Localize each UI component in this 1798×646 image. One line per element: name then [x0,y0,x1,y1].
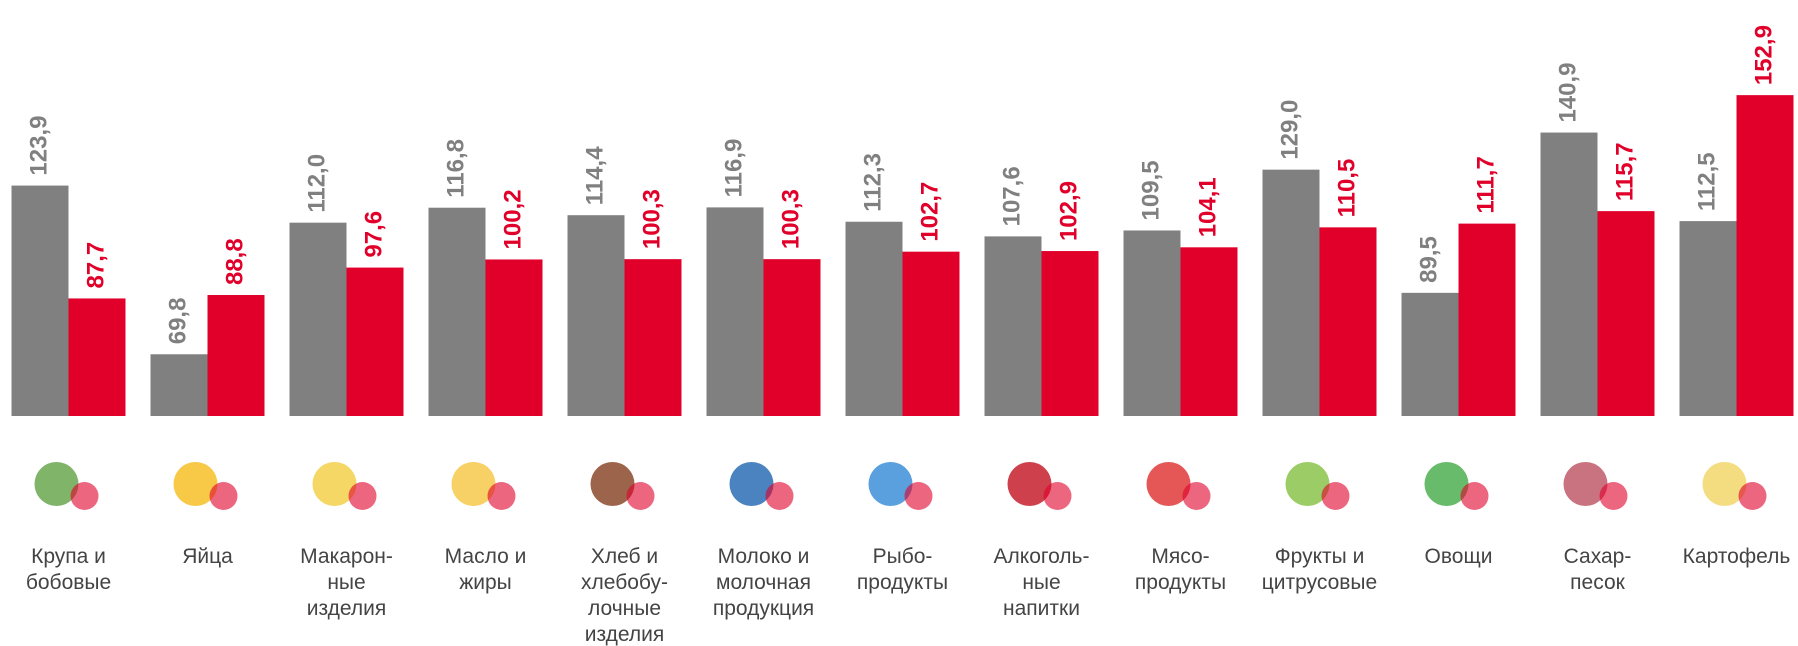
bar [1180,247,1238,416]
category-icon [1007,462,1052,506]
category-icon [1563,462,1608,506]
category-icon [1321,482,1350,510]
value-label: 69,8 [164,298,191,345]
value-label: 129,0 [1276,100,1303,160]
value-label: 116,9 [720,139,747,198]
category-label: Яйца [182,545,233,568]
category-icon [1182,482,1211,510]
category-icon [1599,482,1628,510]
category-icon [487,482,516,510]
value-label: 112,0 [303,154,330,213]
value-label: 100,2 [499,189,526,249]
category-icon [348,482,377,510]
category-label: Картофель [1682,545,1791,568]
category-label: Хлеб и хлебобу- лочные изделия [581,545,668,646]
value-label: 100,3 [777,189,804,249]
value-label: 102,9 [1055,181,1082,241]
value-label: 111,7 [1472,156,1499,213]
category-icon [904,482,933,510]
bar [346,267,404,416]
value-label: 109,5 [1137,160,1164,220]
category-icon [590,462,635,506]
category-icon [1738,482,1767,510]
bar [845,221,903,416]
bar [706,207,764,416]
category-icon [765,482,794,510]
value-label: 107,6 [998,166,1025,226]
category-icon [626,482,655,510]
value-label: 89,5 [1415,236,1442,283]
category-icon [173,462,218,506]
category-icon [312,462,357,506]
value-label: 104,1 [1194,177,1221,237]
category-icon [34,462,79,506]
category-icon [1043,482,1072,510]
bar [1540,132,1598,417]
bar [1262,169,1320,416]
bar [1123,230,1181,416]
bar [1319,227,1377,416]
bar [150,354,208,416]
bar [984,236,1042,416]
bar [1041,251,1099,416]
bar [68,298,126,416]
value-label: 116,8 [442,139,469,198]
value-label: 102,7 [916,182,943,242]
bar [485,259,543,416]
category-label: Макарон- ные изделия [300,545,393,620]
value-label: 100,3 [638,189,665,249]
category-label: Молоко и молочная продукция [712,545,815,620]
category-icon [868,462,913,506]
bar [11,185,69,416]
category-icon [1424,462,1469,506]
category-icon [1285,462,1330,506]
value-label: 123,9 [25,116,52,176]
category-label: Рыбо- продукты [856,545,949,594]
bar [289,222,347,416]
bar [207,295,265,416]
bar [567,215,625,416]
category-label: Крупа и бобовые [25,545,112,594]
value-label: 110,5 [1333,159,1360,218]
category-label: Сахар- песок [1563,545,1632,594]
value-label: 112,3 [859,153,886,212]
value-label: 88,8 [221,238,248,285]
category-icon [1146,462,1191,506]
bar [1736,95,1794,416]
category-label: Фрукты и цитрусовые [1261,545,1378,594]
category-icon [1702,462,1747,506]
category-label: Алкоголь- ные напитки [993,545,1090,620]
category-icon [451,462,496,506]
category-icon [70,482,99,510]
category-icon [209,482,238,510]
bar [763,259,821,416]
category-label: Мясо- продукты [1134,545,1227,594]
value-label: 114,4 [581,146,608,205]
bar [428,207,486,416]
category-label: Масло и жиры [444,545,527,594]
category-label: Овощи [1424,545,1493,568]
bar [624,259,682,416]
value-label: 97,6 [360,211,387,258]
bar [1401,292,1459,416]
value-label: 152,9 [1750,25,1777,85]
bar [1597,211,1655,416]
category-icon [1460,482,1489,510]
value-label: 87,7 [82,242,109,289]
bar [1458,223,1516,416]
value-label: 115,7 [1611,142,1638,201]
category-icon [729,462,774,506]
bar [902,251,960,416]
bar [1679,221,1737,416]
value-label: 140,9 [1554,62,1581,122]
value-label: 112,5 [1693,152,1720,211]
